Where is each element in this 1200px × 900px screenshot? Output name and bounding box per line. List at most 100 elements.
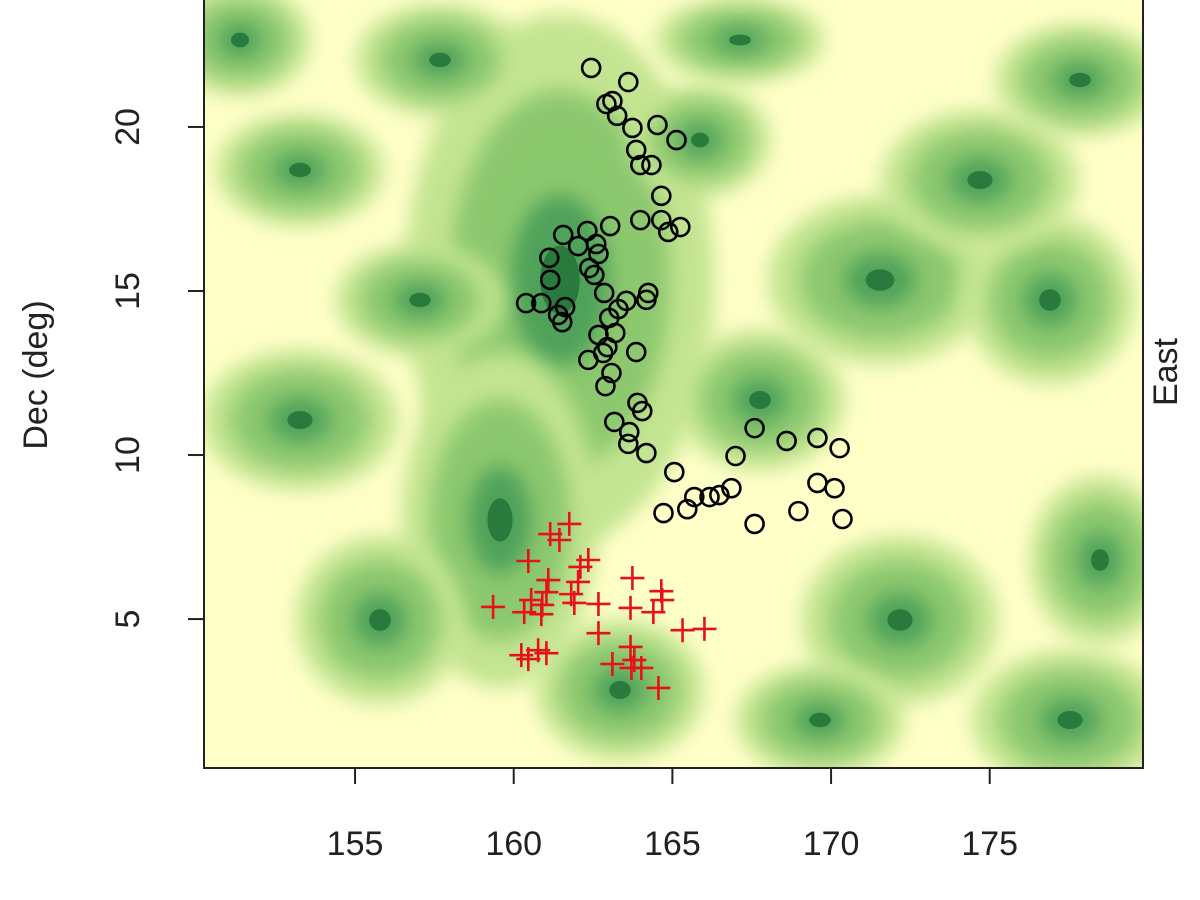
circle-point	[580, 57, 602, 79]
contour-band	[749, 391, 771, 409]
circle-point	[631, 400, 653, 422]
circle-point	[602, 90, 623, 112]
circle-point	[725, 445, 746, 467]
right-label: East	[1147, 337, 1185, 406]
plus-point	[481, 594, 506, 619]
plus-point	[557, 511, 582, 536]
circle-point	[567, 235, 589, 257]
contour-band	[289, 162, 311, 178]
contour-band	[409, 292, 431, 308]
circle-point	[636, 442, 657, 464]
plus-point	[618, 634, 643, 659]
circle-point	[641, 154, 662, 176]
y-tick-label: 5	[109, 610, 147, 629]
plus-point	[618, 595, 643, 620]
plus-point	[629, 655, 654, 680]
contour-band	[887, 609, 913, 631]
circle-point	[721, 477, 742, 499]
plus-point	[646, 675, 671, 700]
circle-point	[670, 216, 691, 238]
contour-band	[1057, 711, 1083, 729]
plus-point	[641, 600, 666, 625]
contour-band	[609, 681, 631, 699]
circle-point	[630, 154, 651, 176]
contour-band	[967, 171, 993, 189]
contour-band	[487, 498, 513, 542]
circle-point	[595, 375, 616, 397]
points	[481, 57, 853, 700]
x-tick-label: 155	[327, 825, 384, 863]
circle-point	[709, 484, 730, 506]
circle-point	[588, 243, 609, 265]
circle-point	[699, 486, 720, 508]
contour-band	[809, 712, 831, 728]
x-tick-label: 170	[803, 825, 860, 863]
circle-point	[554, 296, 576, 318]
plus-point	[692, 616, 717, 641]
x-tick-label: 175	[961, 825, 1018, 863]
contour-band	[1091, 549, 1109, 571]
plus-point	[670, 618, 695, 643]
circle-point	[832, 508, 853, 530]
contour-band	[231, 32, 249, 48]
contour-band	[287, 411, 313, 429]
circle-point	[599, 215, 621, 237]
contour-band	[865, 269, 895, 291]
circle-point	[829, 437, 850, 459]
circle-point	[617, 71, 639, 93]
circle-point	[531, 292, 552, 314]
plus-point	[512, 600, 537, 625]
contour-band	[429, 52, 451, 68]
plus-point	[620, 566, 645, 591]
y-tick-label: 10	[109, 436, 147, 474]
circle-point	[593, 282, 615, 304]
circle-point	[515, 292, 537, 314]
circle-point	[807, 427, 828, 449]
circle-point	[824, 477, 845, 499]
circle-point	[663, 461, 685, 483]
circle-point	[677, 498, 698, 520]
x-tick-label: 160	[485, 825, 542, 863]
circle-point	[592, 342, 614, 364]
circle-point	[650, 185, 672, 207]
contour-band	[369, 609, 391, 631]
plus-point	[547, 527, 572, 552]
plus-point	[566, 569, 591, 594]
plus-point	[562, 590, 587, 615]
plus-point	[519, 588, 544, 613]
circle-point	[622, 117, 643, 139]
circle-point	[647, 114, 668, 136]
density-contours	[204, 0, 1143, 768]
circle-point	[744, 513, 765, 535]
plus-point	[600, 652, 625, 677]
circle-point	[683, 486, 705, 508]
circle-point	[618, 421, 640, 443]
circle-point	[788, 500, 809, 522]
circle-point	[625, 341, 647, 363]
y-axis-label: Dec (deg)	[17, 300, 55, 449]
circle-point	[617, 433, 639, 455]
circle-point	[551, 311, 573, 333]
contour-band	[691, 132, 709, 148]
plot-frame	[203, 0, 1144, 769]
plus-point	[568, 554, 593, 579]
circle-point	[625, 139, 647, 161]
plus-point	[586, 621, 611, 646]
circle-point	[539, 269, 561, 291]
circle-point	[653, 502, 674, 524]
circle-point	[650, 209, 672, 231]
plus-point	[529, 602, 554, 627]
plus-point	[534, 580, 559, 605]
circle-point	[636, 289, 657, 311]
plus-point	[526, 638, 551, 663]
y-tick-label: 20	[109, 108, 147, 146]
plus-point	[650, 588, 675, 613]
plus-point	[586, 591, 611, 616]
plus-point	[516, 548, 541, 573]
contour-band	[1039, 289, 1061, 311]
circle-point	[630, 209, 651, 231]
circle-point	[776, 430, 797, 452]
y-tick-label: 15	[109, 272, 147, 310]
